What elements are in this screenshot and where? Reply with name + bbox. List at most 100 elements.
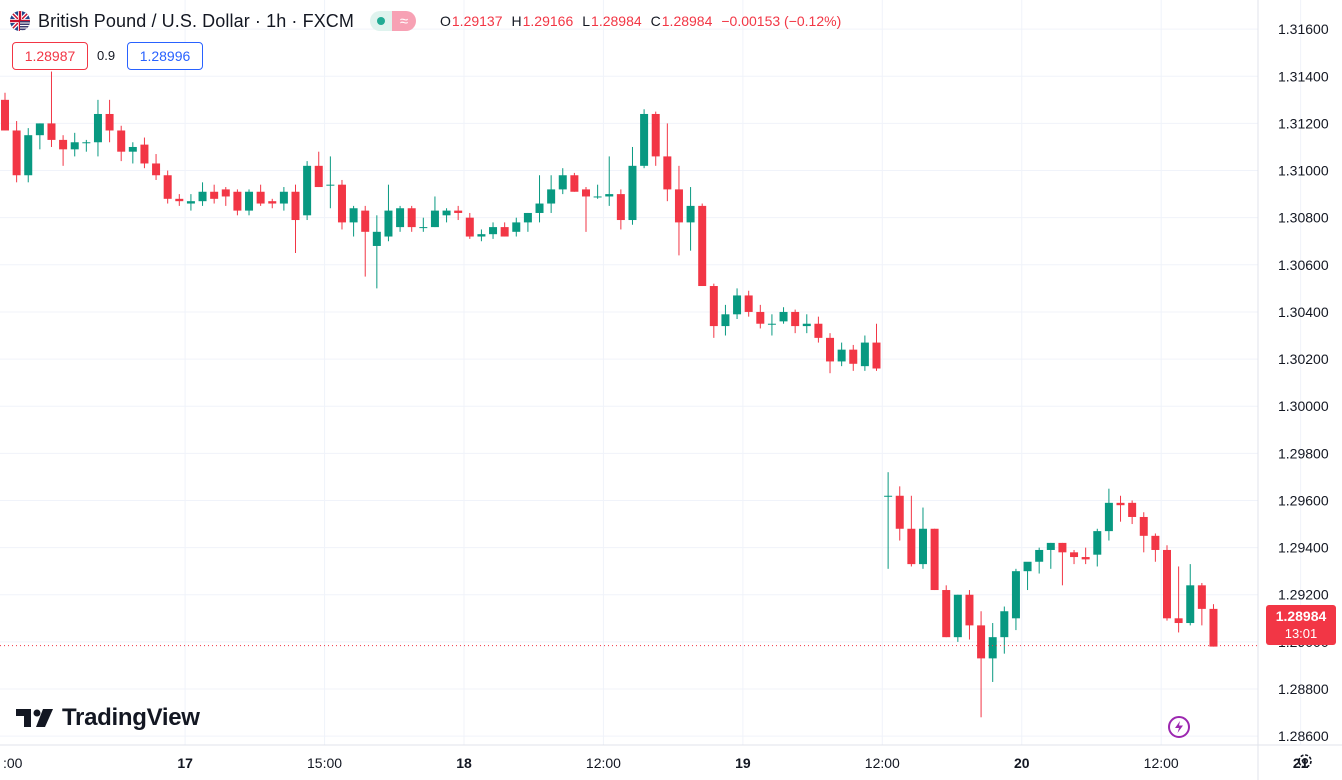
candle-body xyxy=(523,212,532,223)
candle-body xyxy=(1070,552,1079,558)
lightning-icon[interactable] xyxy=(1168,716,1190,738)
candle xyxy=(12,121,21,183)
candle xyxy=(70,132,79,157)
candle-body xyxy=(198,191,207,202)
gridlines xyxy=(0,0,1302,745)
candle-body xyxy=(245,191,254,211)
candle-body xyxy=(605,194,614,197)
buy-button[interactable]: 1.28996 xyxy=(127,42,203,70)
candle xyxy=(709,283,718,338)
candle-body xyxy=(221,189,230,197)
candle-body xyxy=(349,208,358,223)
candle xyxy=(454,205,463,221)
candle xyxy=(500,222,509,237)
candle xyxy=(82,139,91,152)
candle-body xyxy=(1186,585,1195,624)
low-value: 1.28984 xyxy=(591,13,642,29)
candle xyxy=(1186,564,1195,626)
tradingview-logo[interactable]: TradingView xyxy=(16,704,200,732)
candle xyxy=(582,187,590,232)
candle-body xyxy=(535,203,544,213)
open-value: 1.29137 xyxy=(451,13,503,29)
tradingview-wordmark: TradingView xyxy=(62,704,200,731)
y-tick-label: 1.30200 xyxy=(1278,351,1329,367)
candle-body xyxy=(918,528,927,565)
symbol-title[interactable]: British Pound / U.S. Dollar · 1h · FXCM xyxy=(38,10,354,31)
close-key: C xyxy=(650,13,661,29)
candle-body xyxy=(1209,608,1218,647)
candle-body xyxy=(709,286,718,327)
candle xyxy=(175,194,184,206)
candle xyxy=(942,585,951,638)
candle-body xyxy=(907,528,916,565)
candle xyxy=(698,203,707,287)
candle-body xyxy=(384,210,393,237)
tradingview-logo-icon xyxy=(16,709,53,727)
candle xyxy=(1104,488,1113,541)
candle xyxy=(442,208,451,223)
candle xyxy=(1151,533,1160,562)
high-key: H xyxy=(511,13,522,29)
candle-body xyxy=(442,210,451,216)
candle xyxy=(1058,542,1067,586)
candle xyxy=(128,142,137,164)
x-tick-label: 17 xyxy=(177,755,193,771)
candle-body xyxy=(582,189,590,197)
x-tick-label: 12:00 xyxy=(586,755,621,771)
candle-body xyxy=(489,227,498,235)
candle-body xyxy=(640,113,649,166)
y-tick-label: 1.30600 xyxy=(1278,257,1329,273)
candle xyxy=(430,196,439,228)
candle xyxy=(570,172,579,192)
candle xyxy=(35,123,44,150)
ohlc-readout: O 1.29137 H 1.29166 L 1.28984 C 1.28984 −0.0… xyxy=(440,13,841,29)
candle xyxy=(907,495,916,567)
candle-body xyxy=(1139,516,1148,536)
candle-body xyxy=(547,189,556,204)
candle xyxy=(640,109,649,169)
spread-value: 0.9 xyxy=(97,48,116,63)
candle-body xyxy=(1081,557,1090,560)
candle xyxy=(210,184,219,204)
candle xyxy=(558,168,567,195)
approx-icon[interactable]: ≈ xyxy=(392,11,416,31)
chart-header: British Pound / U.S. Dollar · 1h · FXCM … xyxy=(10,9,841,33)
candle-body xyxy=(942,590,951,638)
candle xyxy=(1139,512,1148,553)
candle xyxy=(1081,547,1090,565)
settings-gear-icon[interactable] xyxy=(1296,752,1314,770)
candle-body xyxy=(1104,502,1113,532)
candle-body xyxy=(628,165,637,221)
candle-body xyxy=(407,208,416,228)
candle xyxy=(477,229,486,242)
candle-body xyxy=(268,201,277,204)
candle-body xyxy=(930,528,939,591)
market-open-icon[interactable] xyxy=(370,11,392,31)
x-tick-label: 18 xyxy=(456,755,472,771)
candle-body xyxy=(186,201,195,204)
candle-body xyxy=(1011,571,1020,619)
candle-body xyxy=(895,495,904,529)
candle-body xyxy=(1174,618,1183,624)
candle xyxy=(1,92,9,131)
candle xyxy=(1023,561,1032,591)
y-tick-label: 1.29400 xyxy=(1278,540,1329,556)
candle-body xyxy=(860,342,869,367)
y-tick-label: 1.29600 xyxy=(1278,492,1329,508)
candle xyxy=(674,165,683,256)
candle xyxy=(279,187,288,211)
candle-body xyxy=(465,217,474,237)
open-key: O xyxy=(440,13,451,29)
last-price-tag: 1.28984 13:01 xyxy=(1266,605,1336,645)
sell-button[interactable]: 1.28987 xyxy=(12,42,88,70)
candle xyxy=(733,288,742,320)
candle xyxy=(140,137,149,169)
candle xyxy=(930,528,939,591)
candle-body xyxy=(1058,542,1067,553)
candle-body xyxy=(767,323,776,325)
candle xyxy=(767,314,776,336)
candle xyxy=(233,189,242,216)
candle-body xyxy=(303,165,312,216)
candle xyxy=(163,170,172,204)
